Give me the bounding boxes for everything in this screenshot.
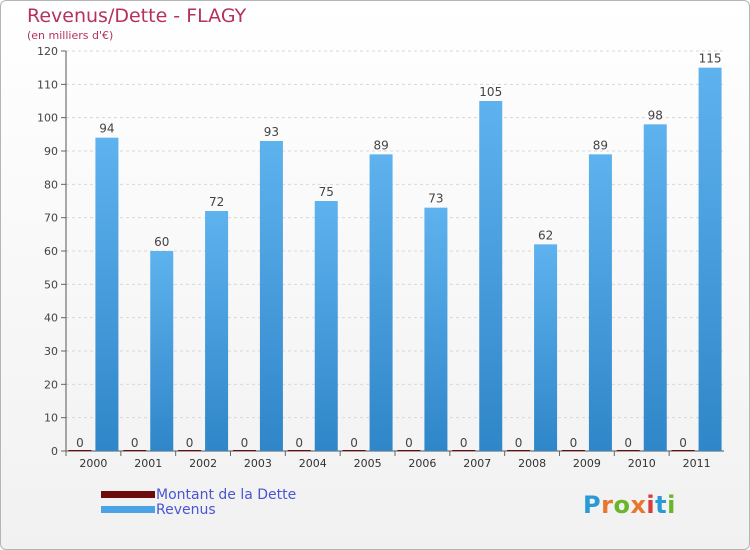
debt-bar (342, 450, 366, 451)
debt-bar (123, 450, 147, 451)
debt-value-label: 0 (186, 436, 194, 450)
revenus-bar (259, 141, 283, 451)
debt-value-label: 0 (131, 436, 139, 450)
y-tick-label: 40 (44, 312, 58, 325)
revenus-bar (643, 124, 667, 451)
revenus-value-label: 62 (538, 228, 553, 242)
y-tick-label: 80 (44, 178, 58, 191)
debt-bar (452, 450, 476, 451)
logo-letter: i (646, 491, 656, 519)
revenus-bar (205, 211, 229, 451)
revenus-value-label: 73 (428, 192, 443, 206)
debt-bar (178, 450, 202, 451)
x-tick-label: 2006 (408, 457, 436, 470)
x-tick-label: 2002 (189, 457, 217, 470)
debt-value-label: 0 (76, 436, 84, 450)
x-tick-label: 2011 (683, 457, 711, 470)
revenus-value-label: 60 (154, 235, 169, 249)
logo-letter: i (667, 491, 676, 519)
logo-letter: r (601, 491, 614, 519)
revenus-bar (369, 154, 393, 452)
debt-bar (507, 450, 531, 451)
logo-letter: o (613, 491, 631, 519)
x-tick-label: 2008 (518, 457, 546, 470)
debt-bar (397, 450, 421, 451)
legend-label-debt: Montant de la Dette (156, 487, 297, 503)
x-tick-label: 2010 (628, 457, 656, 470)
logo-letter: x (630, 491, 647, 519)
legend-swatch-debt (101, 491, 155, 498)
y-tick-label: 20 (44, 378, 58, 391)
y-tick-label: 0 (51, 445, 58, 458)
revenus-bar (698, 67, 722, 452)
debt-bar (561, 450, 585, 451)
revenus-value-label: 94 (99, 122, 114, 136)
revenus-bar (534, 244, 558, 451)
x-tick-label: 2005 (354, 457, 382, 470)
debt-bar (68, 450, 92, 451)
y-tick-label: 60 (44, 245, 58, 258)
proxiti-logo: Proxiti (583, 491, 676, 519)
revenus-value-label: 105 (479, 85, 502, 99)
x-tick-label: 2007 (463, 457, 491, 470)
x-tick-label: 2009 (573, 457, 601, 470)
x-tick-label: 2000 (79, 457, 107, 470)
revenus-value-label: 89 (373, 138, 388, 152)
x-tick-label: 2003 (244, 457, 272, 470)
debt-value-label: 0 (570, 436, 578, 450)
debt-value-label: 0 (460, 436, 468, 450)
y-tick-label: 10 (44, 412, 58, 425)
x-tick-label: 2001 (134, 457, 162, 470)
debt-value-label: 0 (405, 436, 413, 450)
y-tick-label: 120 (37, 45, 58, 58)
y-tick-label: 70 (44, 212, 58, 225)
debt-value-label: 0 (295, 436, 303, 450)
debt-value-label: 0 (515, 436, 523, 450)
x-tick-label: 2004 (299, 457, 327, 470)
revenus-value-label: 98 (648, 108, 663, 122)
debt-value-label: 0 (624, 436, 632, 450)
revenus-bar (314, 201, 338, 451)
y-tick-label: 30 (44, 345, 58, 358)
debt-bar (671, 450, 695, 451)
revenus-bar (424, 207, 448, 451)
debt-value-label: 0 (350, 436, 358, 450)
chart-title: Revenus/Dette - FLAGY (27, 5, 247, 27)
y-tick-label: 110 (37, 78, 58, 91)
debt-value-label: 0 (679, 436, 687, 450)
revenus-bar (588, 154, 612, 452)
revenus-bar (479, 101, 503, 451)
debt-bar (287, 450, 311, 451)
revenus-value-label: 75 (319, 185, 334, 199)
y-tick-label: 100 (37, 112, 58, 125)
revenus-bar (150, 251, 174, 451)
debt-bar (616, 450, 640, 451)
legend-label-revenus: Revenus (156, 502, 216, 518)
logo-letter: P (583, 491, 602, 519)
revenus-value-label: 93 (264, 125, 279, 139)
y-tick-label: 90 (44, 145, 58, 158)
revenus-bar (95, 137, 119, 451)
chart-subtitle: (en milliers d'€) (27, 29, 114, 42)
revenus-value-label: 115 (699, 52, 722, 66)
revenus-value-label: 72 (209, 195, 224, 209)
debt-value-label: 0 (241, 436, 249, 450)
debt-bar (232, 450, 256, 451)
revenus-value-label: 89 (593, 138, 608, 152)
y-tick-label: 50 (44, 278, 58, 291)
logo-letter: t (655, 491, 668, 519)
legend-swatch-revenus (101, 506, 155, 513)
